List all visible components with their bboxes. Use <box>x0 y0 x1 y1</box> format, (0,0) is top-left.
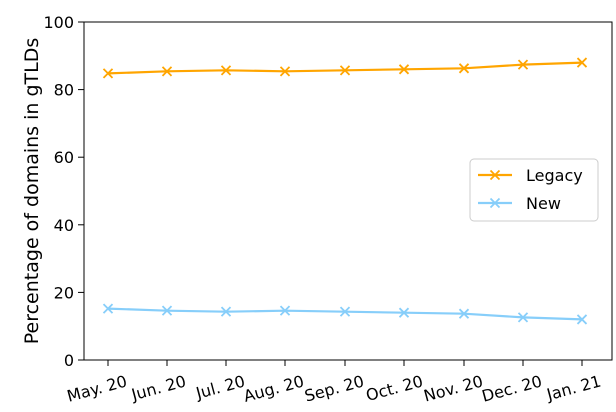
data-point <box>339 306 351 317</box>
y-tick-label: 80 <box>54 81 74 100</box>
data-point <box>576 314 588 325</box>
y-tick-label: 40 <box>54 216 74 235</box>
data-point <box>458 308 470 319</box>
y-tick-label: 100 <box>43 13 74 32</box>
y-tick-label: 60 <box>54 148 74 167</box>
plot-frame <box>83 21 613 361</box>
y-tick-label: 20 <box>54 283 74 302</box>
data-point <box>279 305 291 316</box>
data-point <box>161 305 173 316</box>
series-new <box>102 303 588 325</box>
data-point <box>220 65 232 76</box>
data-point <box>517 312 529 323</box>
y-tick-label: 0 <box>64 351 74 370</box>
data-point <box>279 66 291 77</box>
series-legacy <box>102 57 588 79</box>
legend-marker <box>489 197 501 209</box>
y-axis-label: Percentage of domains in gTLDs <box>21 38 43 345</box>
data-point <box>398 307 410 318</box>
legend: Legacy New <box>469 158 599 222</box>
data-point <box>576 57 588 68</box>
legend-marker <box>489 169 501 181</box>
data-point <box>102 303 114 314</box>
legend-label: New <box>526 194 561 213</box>
legend-label: Legacy <box>526 166 583 185</box>
data-point <box>102 68 114 79</box>
data-point <box>458 63 470 74</box>
data-point <box>517 59 529 70</box>
data-point <box>339 65 351 76</box>
data-point <box>398 64 410 75</box>
data-point <box>220 306 232 317</box>
data-point <box>161 66 173 77</box>
